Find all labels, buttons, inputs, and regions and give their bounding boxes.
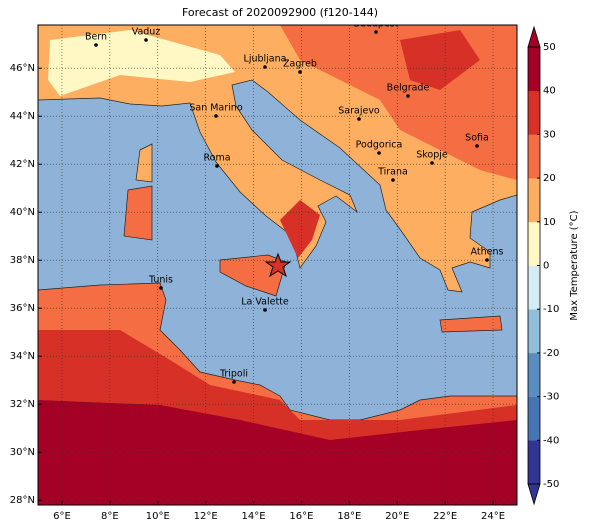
axes: 6°E 8°E 10°E 12°E 14°E 16°E 18°E 20°E 22°E 24°E 28… bbox=[10, 63, 505, 522]
city-label: Athens bbox=[471, 247, 504, 258]
colorbar-extend-bottom bbox=[527, 483, 541, 506]
graticule bbox=[38, 25, 517, 505]
colorbar-tick-label: 50 bbox=[543, 42, 556, 53]
city-dot bbox=[475, 144, 479, 148]
city-dot bbox=[374, 30, 378, 34]
city-dot bbox=[485, 258, 489, 262]
colorbar-tick-label: -10 bbox=[543, 304, 559, 315]
colorbar-tick-label: -50 bbox=[543, 479, 559, 490]
city-label: Tunis bbox=[148, 275, 173, 286]
city-label: San Marino bbox=[189, 103, 242, 114]
colorbar-tick-label: 0 bbox=[543, 261, 549, 272]
colorbar-tick-label: 30 bbox=[543, 129, 556, 140]
city-dot bbox=[391, 178, 395, 182]
y-tick-label: 44°N bbox=[10, 111, 35, 122]
x-tick-label: 14°E bbox=[242, 511, 266, 522]
map-title: Forecast of 2020092900 (f120-144) bbox=[182, 6, 378, 19]
city-label: Vaduz bbox=[132, 27, 161, 38]
x-tick-label: 16°E bbox=[289, 511, 313, 522]
city-label: Ljubljana bbox=[244, 54, 287, 65]
city-label: La Valette bbox=[241, 297, 289, 308]
colorbar-segment bbox=[528, 352, 540, 397]
city-dot bbox=[263, 308, 267, 312]
y-tick-label: 36°N bbox=[10, 303, 35, 314]
x-tick-label: 24°E bbox=[481, 511, 505, 522]
y-tick-label: 38°N bbox=[10, 255, 35, 266]
city-label: Podgorica bbox=[356, 140, 403, 151]
colorbar-tick-label: -20 bbox=[543, 348, 559, 359]
city-dot bbox=[298, 70, 302, 74]
city-label: Budapest bbox=[354, 19, 399, 30]
y-tick-label: 46°N bbox=[10, 63, 35, 74]
south-italy bbox=[280, 200, 320, 258]
x-tick-label: 6°E bbox=[53, 511, 71, 522]
city-label: Roma bbox=[203, 153, 230, 164]
city-dot bbox=[144, 38, 148, 42]
colorbar-segment bbox=[528, 440, 540, 485]
city-dot bbox=[430, 161, 434, 165]
city-label: Tripoli bbox=[219, 369, 248, 380]
crete bbox=[439, 315, 503, 333]
y-tick-label: 32°N bbox=[10, 399, 35, 410]
x-tick-label: 12°E bbox=[194, 511, 218, 522]
city-dot bbox=[215, 164, 219, 168]
alps-cold bbox=[48, 30, 235, 96]
colorbar-segment bbox=[528, 309, 540, 354]
city-dot bbox=[159, 286, 163, 290]
hot-region bbox=[400, 30, 480, 90]
city-label: Tirana bbox=[377, 167, 408, 178]
city-label: Zagreb bbox=[283, 59, 317, 70]
y-tick-label: 28°N bbox=[10, 495, 35, 506]
colorbar-segment bbox=[528, 265, 540, 310]
city-label: Bern bbox=[85, 32, 107, 43]
x-tick-label: 10°E bbox=[146, 511, 170, 522]
city-label: Skopje bbox=[416, 150, 448, 161]
city-dot bbox=[263, 65, 267, 69]
sardinia bbox=[123, 185, 153, 241]
colorbar-label: Max Temperature (°C) bbox=[569, 210, 580, 320]
y-tick-label: 42°N bbox=[10, 159, 35, 170]
city-label: Belgrade bbox=[387, 83, 430, 94]
colorbar-segment bbox=[528, 396, 540, 441]
colorbar-segment bbox=[528, 221, 540, 266]
x-tick-label: 8°E bbox=[101, 511, 119, 522]
colorbar-tick-label: -40 bbox=[543, 435, 559, 446]
colorbar-segment bbox=[528, 47, 540, 91]
y-tick-label: 40°N bbox=[10, 207, 35, 218]
star-marker bbox=[264, 252, 292, 278]
sicily bbox=[219, 254, 287, 297]
colorbar-segment bbox=[528, 134, 540, 179]
city-dot bbox=[232, 380, 236, 384]
city-label: Sofia bbox=[465, 133, 489, 144]
colorbar-tick-label: 20 bbox=[543, 173, 556, 184]
y-tick-label: 34°N bbox=[10, 351, 35, 362]
x-tick-label: 18°E bbox=[337, 511, 361, 522]
x-tick-label: 20°E bbox=[385, 511, 409, 522]
colorbar-tick-label: 10 bbox=[543, 217, 556, 228]
city-label: Sarajevo bbox=[338, 106, 380, 117]
colorbar-tick-label: 40 bbox=[543, 86, 556, 97]
colorbar-segment bbox=[528, 178, 540, 223]
city-dot bbox=[406, 94, 410, 98]
x-tick-label: 22°E bbox=[433, 511, 457, 522]
colorbar-extend-top bbox=[527, 25, 541, 48]
city-dot bbox=[357, 117, 361, 121]
y-tick-label: 30°N bbox=[10, 447, 35, 458]
colorbar-segment bbox=[528, 90, 540, 135]
corsica bbox=[135, 143, 153, 183]
map-frame bbox=[37, 24, 518, 506]
colorbar: -50 -40 -30 -20 -10 0 10 20 30 40 50 Max Temperatur… bbox=[527, 25, 580, 506]
city-dot bbox=[377, 151, 381, 155]
colorbar-tick-label: -30 bbox=[543, 392, 559, 403]
city-dot bbox=[94, 43, 98, 47]
city-dot bbox=[214, 114, 218, 118]
